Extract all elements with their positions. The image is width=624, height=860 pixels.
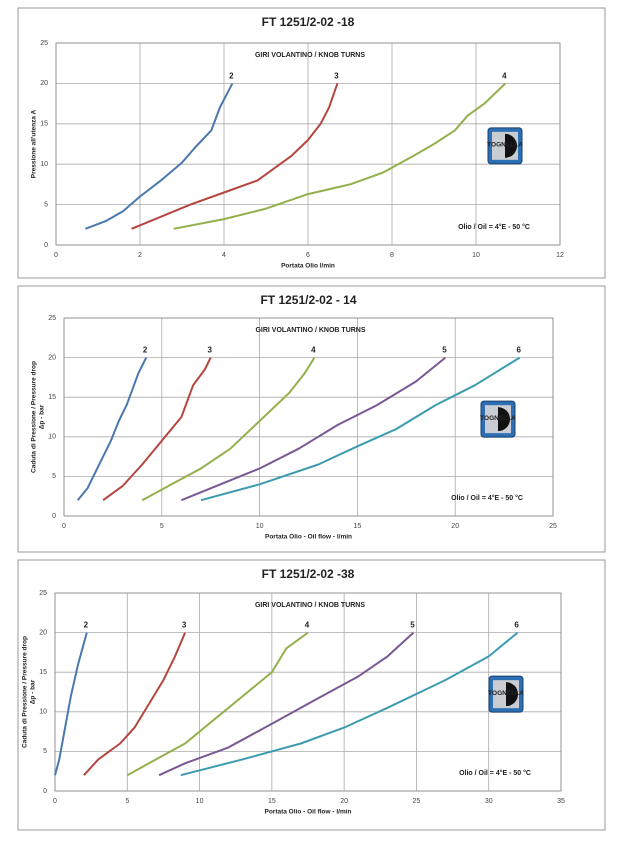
x-axis-label: Portata Olio - Oil flow - l/min [264, 809, 351, 816]
x-tick-label: 15 [354, 523, 362, 530]
y-tick-label: 25 [48, 315, 56, 322]
x-axis-label: Portata Olio - Oil flow - l/min [265, 534, 352, 541]
series-label: 5 [442, 346, 447, 355]
y-tick-label: 0 [43, 788, 47, 795]
x-tick-label: 4 [222, 252, 226, 259]
x-tick-label: 5 [160, 523, 164, 530]
series-line [180, 631, 519, 777]
x-tick-label: 6 [306, 252, 310, 259]
y-axis-label: Δp - bar [39, 404, 46, 429]
x-tick-label: 0 [53, 798, 57, 805]
series-label: 3 [207, 346, 212, 355]
x-tick-label: 25 [413, 798, 421, 805]
annotation: Olio / Oil = 4°E - 50 °C [459, 769, 531, 777]
y-tick-label: 0 [44, 242, 48, 249]
y-tick-label: 0 [52, 513, 56, 520]
y-tick-label: 10 [39, 709, 47, 716]
series-label: 3 [334, 72, 339, 81]
series-label: 6 [517, 346, 522, 355]
series-line [85, 82, 234, 230]
annotation: GIRI VOLANTINO / KNOB TURNS [255, 602, 365, 609]
x-tick-label: 20 [340, 798, 348, 805]
y-tick-label: 25 [39, 590, 47, 597]
x-tick-label: 0 [54, 252, 58, 259]
series-label: 4 [305, 621, 310, 630]
chart-title: FT 1251/2-02 - 14 [260, 293, 356, 307]
plot-area [63, 317, 554, 517]
chart: FT 1251/2-02 -18 0 2 4 6 8 10 12 0 5 10 15 20 25 Porta… [17, 7, 606, 279]
y-axis-label: Caduta di Pressione / Pressure drop [31, 361, 38, 473]
x-tick-label: 15 [268, 798, 276, 805]
logo-mark [498, 407, 510, 432]
annotation: Olio / Oil = 4°E - 50 °C [451, 494, 523, 502]
series-line [102, 357, 212, 502]
series-line [83, 632, 187, 776]
series-label: 2 [229, 72, 234, 81]
series-line [54, 632, 88, 776]
x-tick-label: 10 [472, 252, 480, 259]
y-axis-label: Pressione all'utenza A [31, 109, 38, 178]
series-line [200, 356, 521, 502]
logo-text: TOGNELLA [488, 690, 524, 697]
y-axis-label: Δp - bar [30, 679, 37, 704]
x-tick-label: 30 [485, 798, 493, 805]
logo-text: TOGNELLA [480, 415, 516, 422]
x-tick-label: 10 [196, 798, 204, 805]
x-axis-label: Portata Olio l/min [281, 263, 335, 270]
annotation: Olio / Oil = 4°E - 50 °C [458, 223, 530, 231]
series-line [173, 82, 507, 230]
series-line [126, 631, 309, 777]
plot-area [55, 42, 561, 246]
y-tick-label: 15 [40, 121, 48, 128]
series-line [141, 357, 316, 502]
y-tick-label: 20 [48, 354, 56, 361]
series-line [76, 357, 148, 501]
logo-text: TOGNELLA [487, 142, 523, 149]
x-tick-label: 0 [62, 523, 66, 530]
series-line [131, 83, 339, 230]
y-tick-label: 25 [40, 40, 48, 47]
x-tick-label: 25 [549, 523, 557, 530]
y-tick-label: 20 [40, 80, 48, 87]
chart-title: FT 1251/2-02 -38 [262, 567, 355, 581]
series-label: 3 [182, 621, 187, 630]
x-tick-label: 20 [451, 523, 459, 530]
series-label: 6 [514, 621, 519, 630]
chart: FT 1251/2-02 - 140 5 10 15 20 250510152025Por… [17, 285, 606, 553]
annotation: GIRI VOLANTINO / KNOB TURNS [255, 52, 365, 59]
x-tick-label: 12 [556, 252, 564, 259]
x-tick-label: 10 [256, 523, 264, 530]
y-tick-label: 15 [48, 394, 56, 401]
series-label: 5 [410, 621, 415, 630]
x-tick-label: 2 [138, 252, 142, 259]
logo-mark [506, 682, 518, 707]
chart: FT 1251/2-02 -380 5 10 15 20 25 30 350510152025… [17, 559, 606, 831]
y-tick-label: 20 [39, 629, 47, 636]
series-line [181, 356, 447, 502]
y-tick-label: 10 [40, 161, 48, 168]
x-tick-label: 5 [125, 798, 129, 805]
series-label: 4 [502, 72, 507, 81]
series-line [158, 631, 415, 777]
y-axis-label: Caduta di Pressione / Pressure drop [22, 636, 29, 748]
x-tick-label: 8 [390, 252, 394, 259]
chart-title: FT 1251/2-02 -18 [262, 15, 355, 29]
annotation: GIRI VOLANTINO / KNOB TURNS [255, 327, 365, 334]
y-tick-label: 10 [48, 434, 56, 441]
x-tick-label: 35 [557, 798, 565, 805]
series-label: 4 [311, 346, 316, 355]
plot-area [54, 592, 562, 792]
series-label: 2 [84, 621, 89, 630]
y-tick-label: 5 [44, 201, 48, 208]
y-tick-label: 15 [39, 669, 47, 676]
logo-mark [505, 133, 517, 158]
series-label: 2 [143, 346, 148, 355]
y-tick-label: 5 [43, 748, 47, 755]
y-tick-label: 5 [52, 473, 56, 480]
